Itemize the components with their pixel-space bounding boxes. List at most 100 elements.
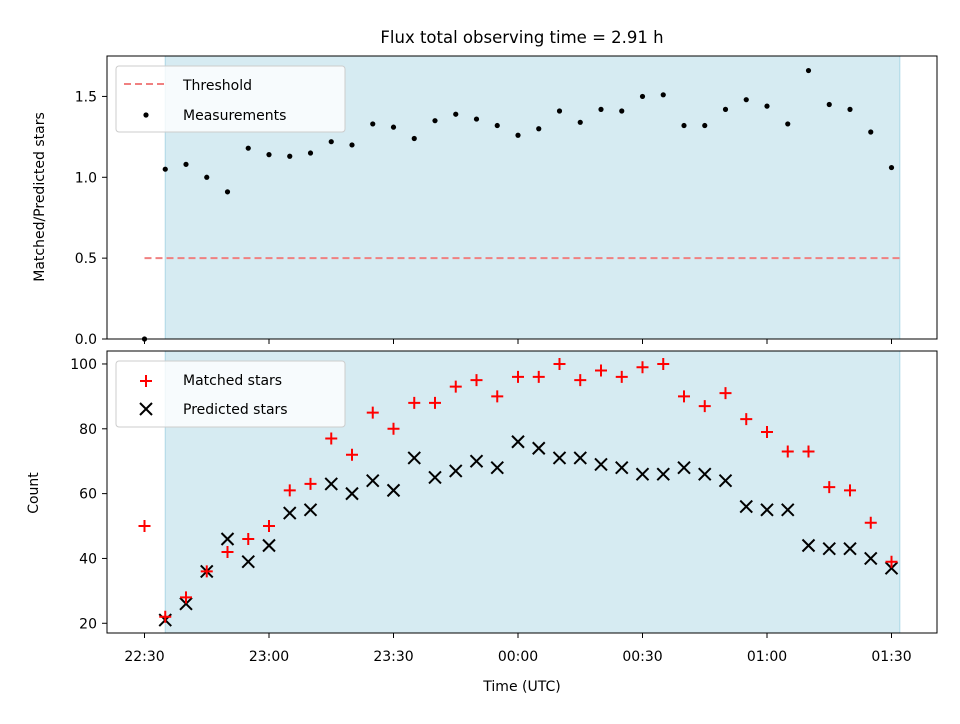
measurement-point (183, 161, 189, 167)
measurement-point (432, 118, 438, 124)
predicted-star-point (220, 532, 235, 546)
matched-star-point (678, 390, 690, 403)
matched-star-point (200, 565, 213, 578)
measurement-point (764, 103, 770, 109)
measurement-points (141, 67, 895, 342)
bottom-legend-box (115, 360, 346, 428)
measurement-point (619, 108, 625, 114)
matched-star-point (180, 591, 192, 604)
predicted-star-point (635, 467, 650, 481)
top-x-ticks (144, 339, 892, 344)
measurement-point (868, 129, 874, 135)
measurement-point (743, 97, 749, 103)
predicted-star-point (884, 561, 899, 575)
matched-star-point (761, 426, 773, 439)
matched-star-point (823, 481, 836, 494)
matched-star-point (698, 400, 711, 413)
predicted-star-point (781, 503, 795, 517)
predicted-star-point (532, 441, 546, 455)
matched-star-point (470, 374, 483, 387)
x-tick-label: 22:30 (124, 649, 164, 665)
measurement-point (598, 106, 604, 112)
predicted-star-point (822, 542, 836, 556)
measurement-point (515, 132, 521, 138)
measurement-point (328, 139, 334, 145)
matched-star-point (366, 406, 379, 419)
predicted-star-point (449, 464, 463, 478)
matched-star-point (159, 610, 172, 623)
predicted-star-point (552, 451, 567, 465)
matched-star-point (242, 533, 255, 545)
predicted-star-point (718, 473, 733, 488)
x-tick-label: 23:30 (373, 649, 413, 665)
measurement-point (307, 150, 314, 156)
matched-star-point (283, 484, 296, 497)
x-tick-label: 00:00 (498, 649, 538, 665)
x-tick-label: 01:30 (871, 649, 911, 665)
measurement-point (494, 122, 500, 129)
matched-star-point (532, 370, 545, 383)
predicted-star-point (366, 473, 380, 488)
measurement-point (162, 166, 168, 172)
bottom-x-ticks: 22:30 23:00 23:30 00:00 00:30 01:00 01:30 (124, 633, 912, 665)
measurement-point (556, 108, 563, 114)
measurement-point (847, 106, 853, 112)
matched-star-point (574, 374, 587, 387)
predicted-star-point (739, 499, 753, 514)
x-tick-label: 23:00 (249, 649, 289, 665)
predicted-star-point (262, 538, 276, 553)
y-tick-label: 60 (79, 487, 97, 503)
measurement-point (266, 152, 272, 158)
measurement-point (349, 142, 355, 148)
matched-star-point (138, 520, 151, 533)
predicted-star-point (656, 467, 670, 481)
matched-star-point (429, 396, 441, 409)
top-plot-frame (106, 55, 938, 340)
chart-title: Flux total observing time = 2.91 h (380, 28, 663, 47)
measurement-point (473, 116, 480, 122)
measurement-point (411, 135, 417, 142)
predicted-star-point (386, 483, 401, 498)
top-legend: Threshold Measurements (115, 65, 346, 133)
predicted-star-point (843, 542, 857, 556)
matched-star-point (346, 448, 358, 461)
matched-stars-points (138, 357, 898, 623)
predicted-star-point (677, 460, 691, 475)
top-panel: 0.0 0.5 1.0 1.5 Matched/Predicted stars Thr… (32, 55, 938, 348)
bottom-y-axis-label: Count (26, 472, 42, 514)
matched-star-point (657, 357, 670, 370)
measurement-point (390, 124, 397, 130)
predicted-star-point (324, 477, 338, 491)
predicted-star-point (241, 554, 255, 569)
bottom-panel: 20 40 60 80 100 22:30 23:00 23:30 00:00 00:30 01:… (26, 350, 938, 695)
y-tick-label: 100 (70, 357, 97, 373)
y-tick-label: 1.5 (75, 89, 97, 105)
matched-star-point (636, 361, 649, 374)
measurement-point (204, 174, 210, 180)
legend-threshold-label: Threshold (182, 78, 252, 94)
measurement-point (453, 111, 459, 117)
y-tick-label: 1.0 (75, 170, 97, 186)
matched-star-point (781, 445, 794, 458)
matched-star-point (802, 445, 815, 458)
matched-star-point (387, 422, 400, 435)
predicted-stars-points (158, 435, 899, 627)
matched-star-point (740, 413, 753, 426)
matched-star-point (408, 396, 421, 409)
matched-star-point (719, 387, 732, 400)
legend-matched-swatch (140, 375, 152, 387)
matched-star-point (325, 432, 338, 445)
y-tick-label: 0.5 (75, 251, 97, 267)
y-tick-label: 0.0 (75, 332, 97, 348)
predicted-star-point (594, 457, 608, 472)
legend-predicted-swatch (139, 402, 153, 416)
predicted-star-point (407, 451, 421, 465)
measurement-point (370, 121, 376, 127)
measurement-point (702, 122, 708, 129)
predicted-star-point (760, 503, 774, 517)
predicted-star-point (801, 538, 816, 553)
matched-star-point (449, 380, 462, 393)
top-legend-box (115, 65, 346, 133)
bottom-plot-frame (106, 350, 938, 634)
measurement-point (888, 164, 895, 171)
